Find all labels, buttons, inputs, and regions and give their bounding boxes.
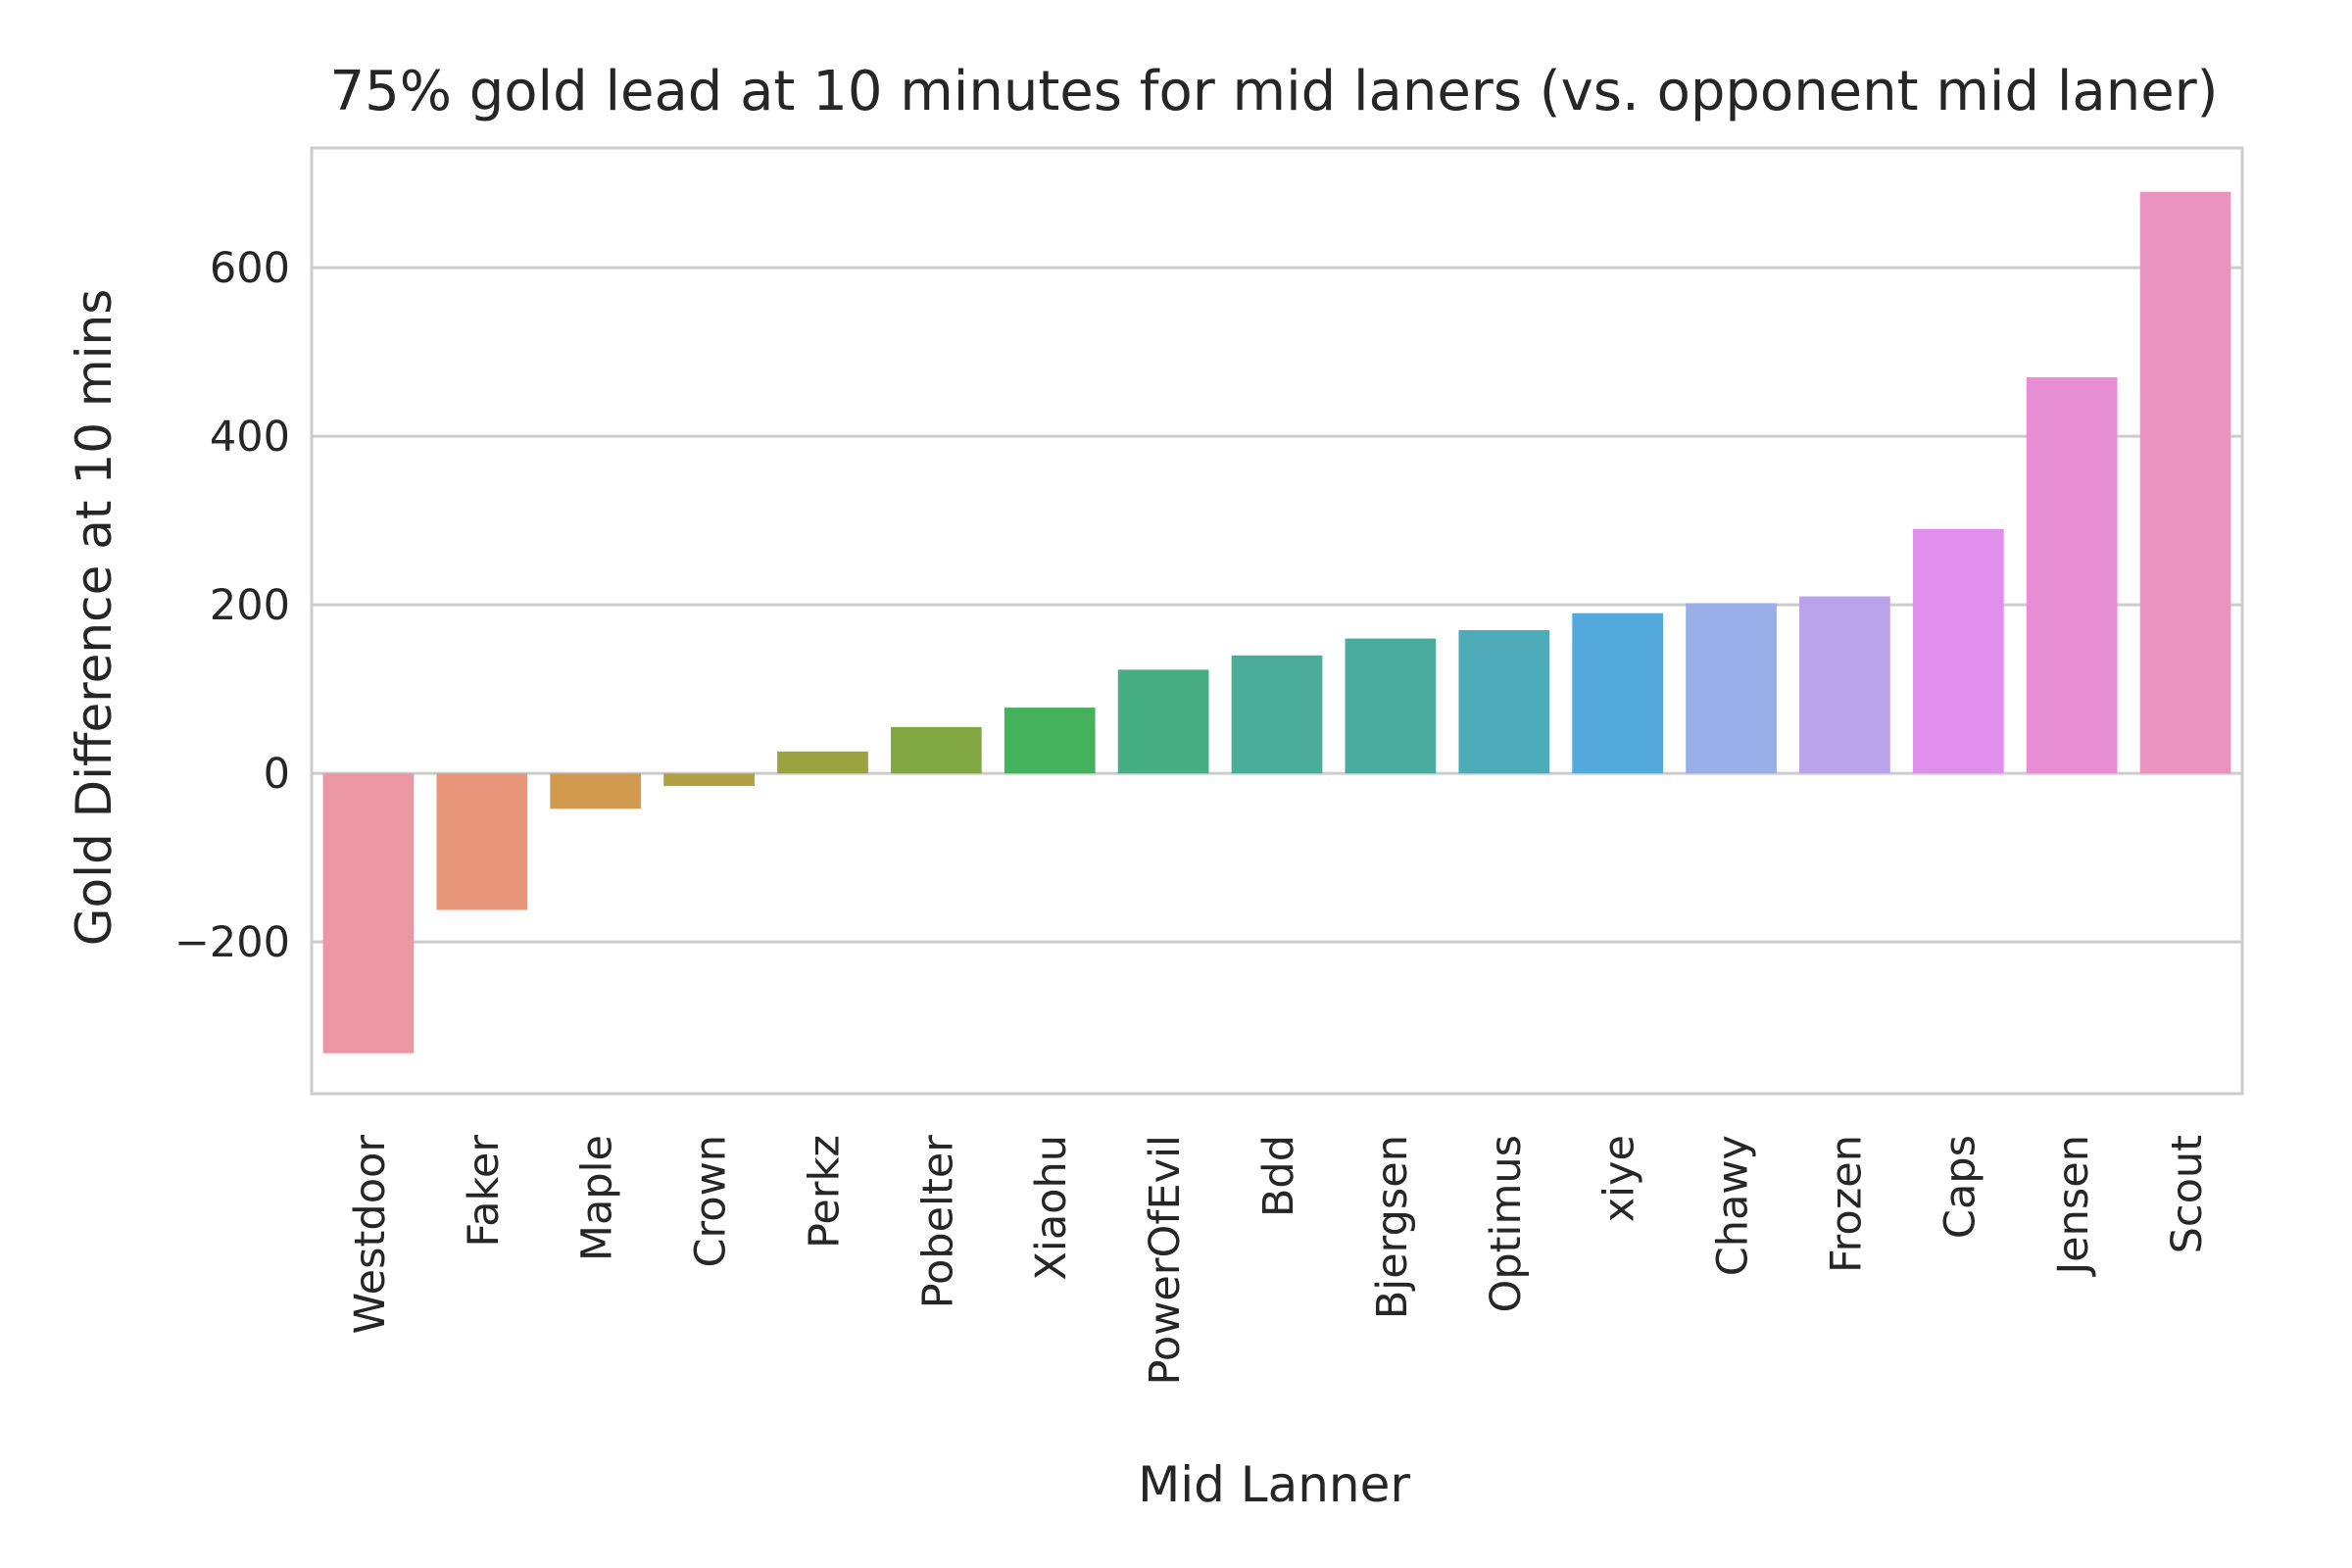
bar-jensen (2026, 376, 2118, 774)
bar-westdoor (322, 773, 415, 1054)
x-tick-label: Crown (687, 1135, 736, 1268)
bar-maple (550, 773, 642, 809)
bar-bjergsen (1345, 638, 1437, 774)
chart-title: 75% gold lead at 10 minutes for mid lane… (329, 60, 2218, 123)
y-tick-label: 0 (264, 750, 290, 799)
x-tick-label: Maple (573, 1135, 622, 1261)
plot-frame (310, 146, 2244, 1096)
bar-powerofevil (1117, 669, 1209, 774)
bar-optimus (1458, 629, 1550, 774)
bar-scout (2139, 191, 2231, 774)
bar-xiaohu (1004, 708, 1096, 774)
bar-chawy (1686, 603, 1777, 774)
x-tick-label: Jensen (2049, 1135, 2098, 1278)
bar-bdd (1231, 655, 1323, 774)
x-tick-label: Westdoor (346, 1135, 395, 1335)
y-tick-label: 200 (210, 581, 290, 630)
x-tick-label: Frozen (1822, 1135, 1871, 1273)
x-tick-label: Optimus (1482, 1135, 1531, 1313)
y-tick-label: −200 (174, 918, 290, 967)
bar-pobelter (891, 726, 982, 774)
x-tick-label: xiye (1595, 1135, 1644, 1222)
y-tick-label: 400 (210, 413, 290, 462)
bar-faker (436, 773, 528, 910)
bar-caps (1912, 528, 2004, 774)
x-axis-label: Mid Lanner (1138, 1456, 1410, 1513)
bar-perkz (777, 751, 868, 774)
x-tick-label: PowerOfEvil (1141, 1135, 1190, 1386)
x-tick-label: Caps (1936, 1135, 1984, 1239)
bar-crown (663, 773, 755, 787)
x-tick-label: Perkz (800, 1135, 849, 1249)
bar-frozen (1799, 596, 1890, 774)
bar-xiye (1572, 612, 1663, 774)
x-tick-label: Xiaohu (1027, 1135, 1076, 1281)
y-tick-label: 600 (210, 244, 290, 293)
x-tick-label: Bdd (1254, 1135, 1303, 1217)
x-tick-label: Faker (460, 1135, 509, 1248)
x-tick-label: Bjergsen (1368, 1135, 1417, 1319)
x-tick-label: Chawy (1709, 1135, 1758, 1276)
x-tick-label: Scout (2163, 1135, 2212, 1253)
y-axis-label: Gold Difference at 10 mins (66, 289, 122, 947)
x-tick-label: Pobelter (913, 1135, 962, 1309)
